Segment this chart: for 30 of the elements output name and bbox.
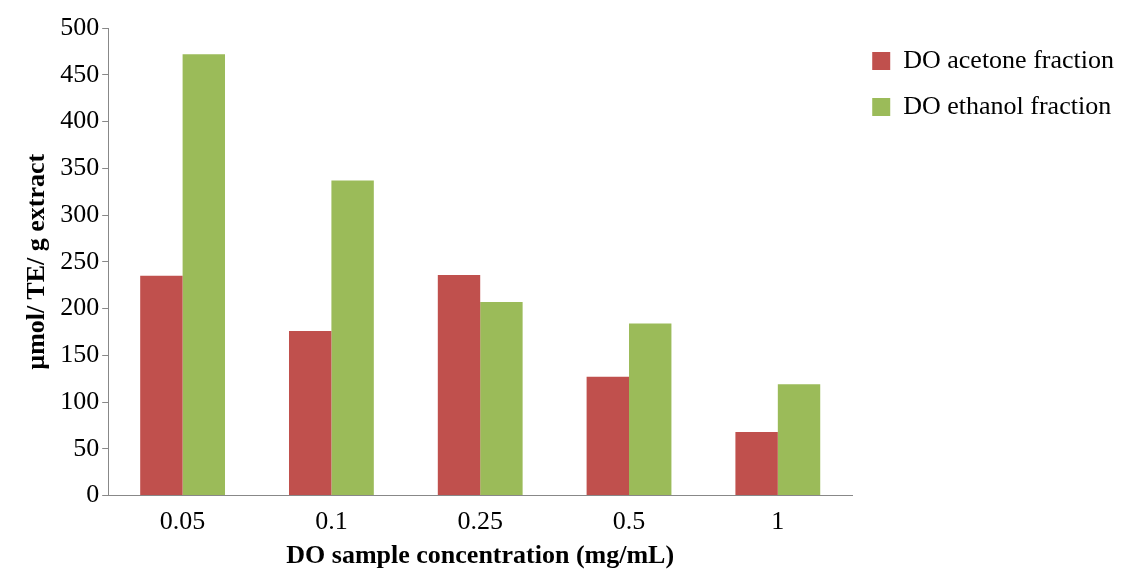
bar: [289, 331, 332, 496]
legend-label: DO ethanol fraction: [903, 90, 1112, 120]
bar: [735, 432, 778, 496]
x-tick-label: 0.05: [159, 506, 206, 536]
x-tick-label: 1: [771, 506, 785, 536]
x-axis-title: DO sample concentration (mg/mL): [286, 540, 675, 570]
bar: [586, 376, 630, 496]
y-tick-label: 150: [60, 339, 100, 369]
bar: [331, 180, 374, 496]
bar: [777, 384, 821, 496]
y-tick-label: 300: [60, 198, 100, 228]
bar: [629, 323, 672, 496]
legend-label: DO acetone fraction: [903, 44, 1114, 74]
y-tick-label: 350: [60, 152, 100, 182]
y-axis-title: µmol/ TE/ g extract: [21, 153, 51, 370]
y-tick-label: 0: [86, 479, 100, 509]
y-tick-label: 500: [60, 11, 100, 41]
x-tick-label: 0.1: [315, 506, 348, 536]
y-tick-label: 400: [60, 105, 100, 135]
bar: [480, 302, 523, 496]
y-tick-label: 250: [60, 245, 100, 275]
y-tick-label: 200: [60, 292, 100, 322]
bar: [182, 54, 226, 496]
bar: [437, 274, 481, 496]
x-tick-label: 0.25: [457, 506, 503, 536]
y-tick-label: 100: [60, 385, 100, 415]
y-tick-label: 450: [60, 58, 100, 88]
bar: [140, 275, 183, 496]
x-tick-label: 0.5: [612, 506, 646, 536]
y-tick-label: 50: [73, 432, 100, 462]
